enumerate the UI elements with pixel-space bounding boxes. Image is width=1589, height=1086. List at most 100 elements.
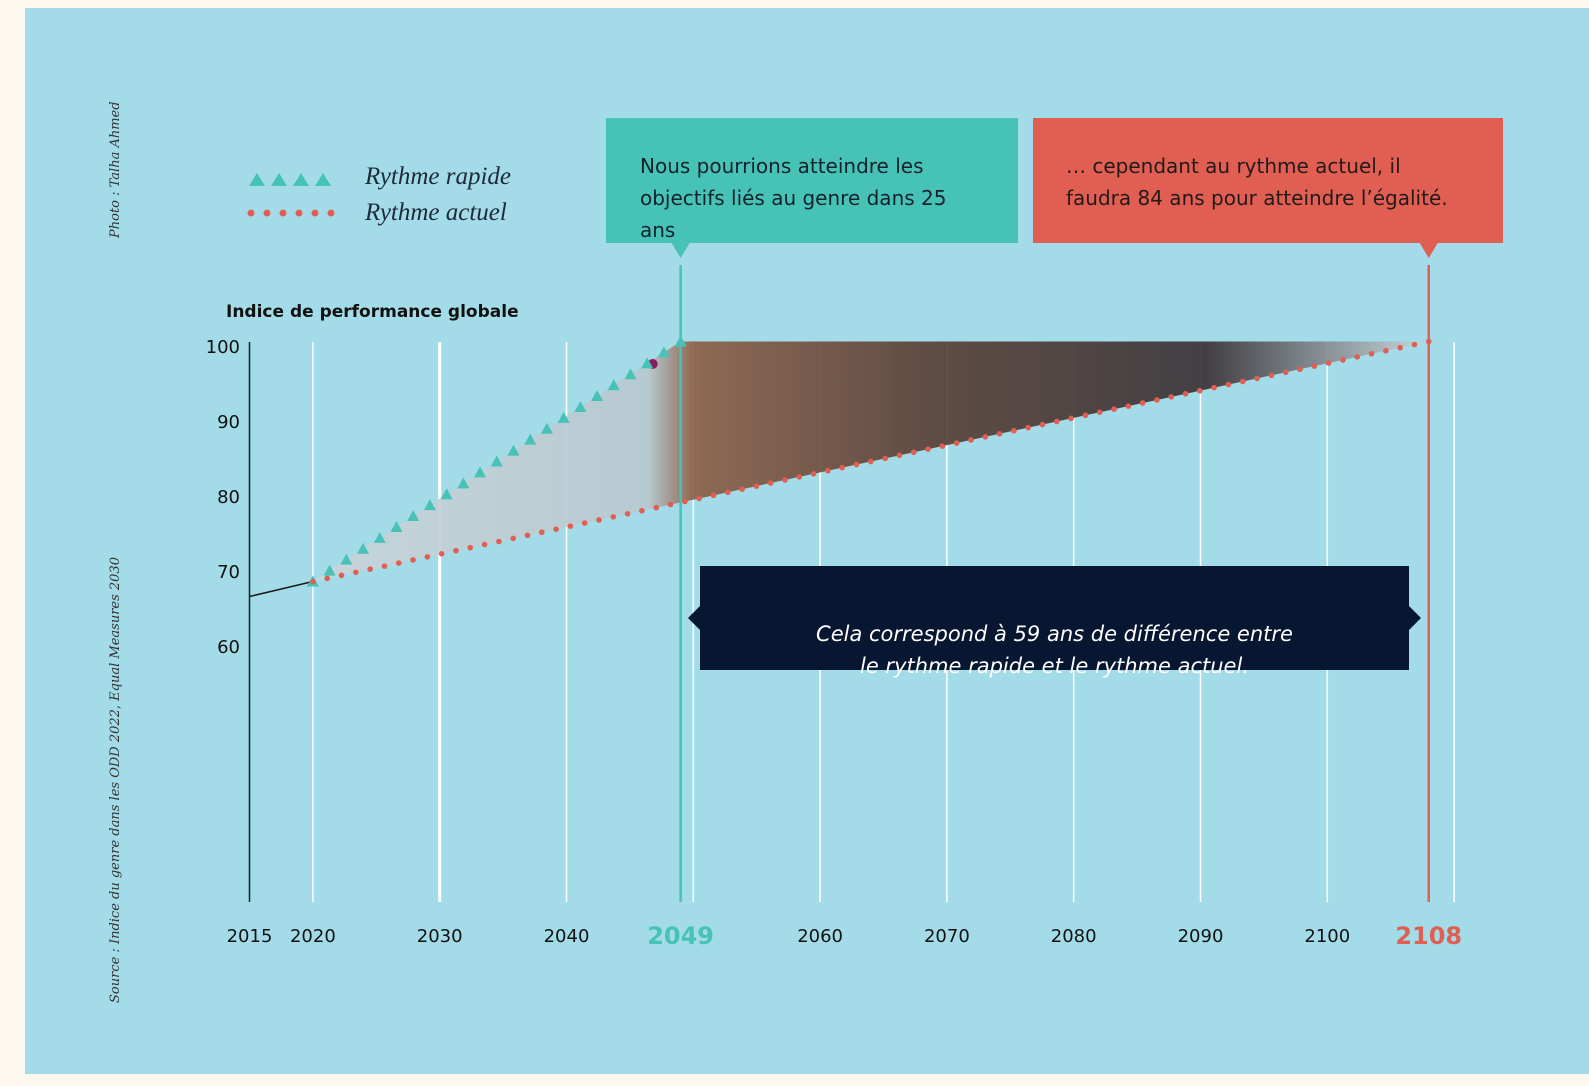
current-point <box>596 517 602 523</box>
current-point <box>1325 360 1332 366</box>
current-point <box>353 569 359 576</box>
current-point <box>939 443 946 449</box>
current-point <box>1139 400 1146 406</box>
current-point <box>696 495 702 502</box>
current-point <box>1125 403 1132 409</box>
current-point <box>1025 424 1031 431</box>
current-point <box>1096 409 1103 416</box>
current-point <box>724 489 731 496</box>
current-point <box>1053 418 1060 425</box>
current-point <box>1311 363 1318 369</box>
callout-pointer-2108 <box>1419 243 1438 258</box>
x-tick-2080: 2080 <box>1050 926 1097 947</box>
current-point <box>682 498 688 505</box>
difference-text: Cela correspond à 59 ans de différence e… <box>816 622 1293 678</box>
x-tick-2060: 2060 <box>797 926 843 947</box>
current-point <box>739 486 745 492</box>
current-point <box>453 547 459 554</box>
fast-point <box>540 422 553 434</box>
current-point <box>467 544 474 551</box>
fast-point <box>373 531 386 543</box>
current-point <box>825 467 831 474</box>
callout-fast-text: Nous pourrions atteindre les objectifs l… <box>640 154 947 242</box>
current-point <box>853 461 860 468</box>
fast-point <box>407 510 420 522</box>
current-point <box>610 514 617 520</box>
current-point <box>782 477 788 483</box>
callout-current: … cependant au rythme actuel, il faudra … <box>1033 118 1503 243</box>
current-point <box>496 538 502 545</box>
current-point <box>1197 387 1203 394</box>
current-point <box>667 501 674 508</box>
dot-marker-icon <box>247 209 335 217</box>
fast-point <box>357 542 370 554</box>
current-point <box>653 504 660 511</box>
current-point <box>438 551 445 557</box>
fast-point <box>607 379 620 391</box>
current-point <box>1368 351 1375 357</box>
current-point <box>481 541 488 548</box>
current-point <box>868 458 874 465</box>
x-tick-2108: 2108 <box>1395 922 1463 950</box>
current-point <box>1039 421 1046 428</box>
fast-point <box>591 390 604 402</box>
callout-current-text: … cependant au rythme actuel, il faudra … <box>1066 154 1448 210</box>
current-point <box>381 563 388 569</box>
current-point <box>510 535 516 542</box>
current-point <box>839 464 846 471</box>
current-point <box>1082 412 1089 419</box>
left-notch <box>688 606 700 630</box>
lead-in-line <box>249 580 314 598</box>
difference-box: Cela correspond à 59 ans de différence e… <box>688 566 1421 678</box>
current-point <box>925 446 931 452</box>
legend-current: Rythme actuel <box>245 198 507 228</box>
current-point <box>367 566 373 572</box>
current-point <box>639 507 645 514</box>
fast-point <box>474 466 487 478</box>
current-point <box>882 455 888 462</box>
current-point <box>982 434 989 440</box>
legend-fast: Rythme rapide <box>245 162 511 192</box>
callout-pointer-2049 <box>671 243 690 258</box>
current-point <box>1254 375 1260 382</box>
x-tick-2049: 2049 <box>647 922 715 950</box>
triangle-marker-icon <box>249 173 331 186</box>
x-tick-2070: 2070 <box>923 926 970 947</box>
current-point <box>1282 369 1289 376</box>
y-tick-80: 80 <box>217 487 240 508</box>
current-point <box>624 511 631 517</box>
current-point <box>310 578 316 585</box>
fast-point <box>507 444 520 456</box>
legend-label-fast: Rythme rapide <box>365 163 512 190</box>
current-point <box>968 437 974 443</box>
current-point <box>1383 347 1389 354</box>
current-point <box>553 526 559 532</box>
x-tick-2040: 2040 <box>543 926 590 947</box>
current-point <box>538 529 545 536</box>
fast-point <box>574 400 587 412</box>
x-tick-2100: 2100 <box>1304 926 1351 947</box>
current-point <box>1154 397 1160 403</box>
current-point <box>710 492 717 499</box>
current-point <box>1239 378 1246 385</box>
fast-point <box>457 477 470 489</box>
current-point <box>767 480 774 486</box>
y-tick-60: 60 <box>217 637 240 658</box>
current-point <box>953 440 960 446</box>
y-tick-100: 100 <box>205 337 240 358</box>
legend-label-current: Rythme actuel <box>365 199 507 226</box>
x-tick-2090: 2090 <box>1177 926 1224 947</box>
current-point <box>1068 415 1074 422</box>
x-tick-2015: 2015 <box>226 926 273 947</box>
current-point <box>395 560 402 566</box>
current-point <box>1011 427 1017 434</box>
current-point <box>524 532 531 539</box>
current-point <box>581 520 588 526</box>
current-point <box>567 523 574 529</box>
y-axis-label: Indice de performance globale <box>226 302 519 322</box>
fast-point <box>641 357 654 369</box>
current-point <box>1268 372 1275 379</box>
callout-fast: Nous pourrions atteindre les objectifs l… <box>606 118 1018 243</box>
current-point <box>1340 357 1346 363</box>
current-point <box>753 483 760 489</box>
